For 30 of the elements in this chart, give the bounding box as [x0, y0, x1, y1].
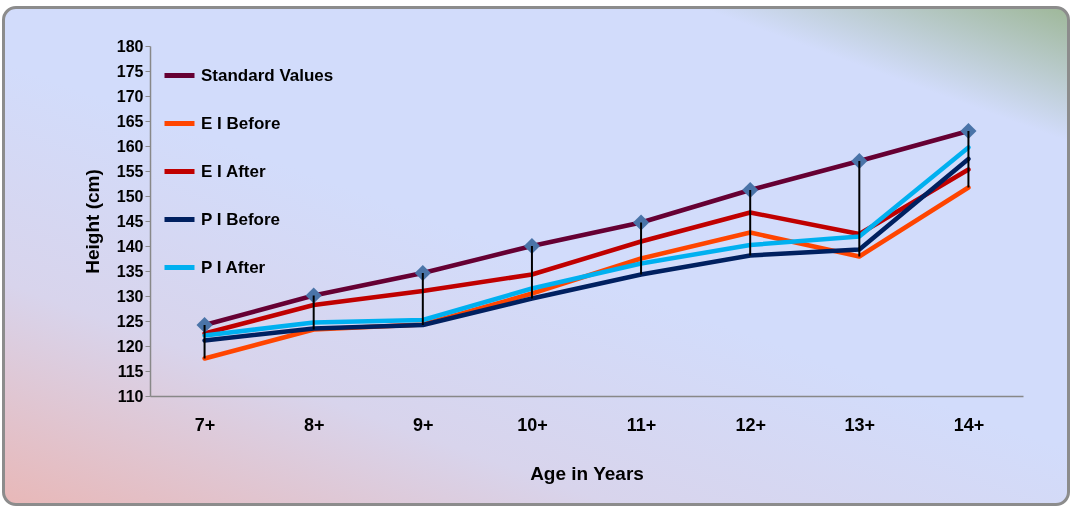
- y-tick-label: 145: [116, 212, 144, 230]
- legend-label: E I Before: [201, 113, 281, 133]
- legend-label: P I Before: [201, 209, 281, 229]
- y-tick-label: 175: [116, 62, 144, 80]
- x-tick-label: 8+: [303, 414, 325, 435]
- y-tick-label: 160: [116, 137, 144, 155]
- y-axis-title: Height (cm): [81, 169, 103, 274]
- y-tick-label: 150: [116, 187, 144, 205]
- x-tick-label: 7+: [194, 414, 216, 435]
- x-tick-label: 14+: [953, 414, 985, 435]
- x-tick-label: 13+: [844, 414, 876, 435]
- y-tick-label: 125: [116, 312, 144, 330]
- y-tick-label: 180: [116, 37, 144, 55]
- y-tick-label: 135: [116, 262, 144, 280]
- legend-label: P I After: [201, 257, 266, 277]
- y-tick-label: 155: [116, 162, 144, 180]
- y-tick-label: 165: [116, 112, 144, 130]
- x-tick-label: 10+: [517, 414, 548, 435]
- x-tick-label: 12+: [735, 414, 766, 435]
- x-axis-title: Age in Years: [530, 462, 644, 484]
- legend-label: Standard Values: [201, 65, 334, 85]
- y-tick-label: 170: [116, 87, 144, 105]
- legend-label: E I After: [201, 161, 266, 181]
- x-tick-label: 9+: [413, 414, 434, 435]
- x-tick-label: 11+: [626, 414, 657, 435]
- y-tick-label: 110: [117, 387, 144, 405]
- y-tick-label: 120: [116, 337, 144, 355]
- y-tick-label: 115: [117, 362, 144, 380]
- y-tick-label: 140: [116, 237, 144, 255]
- y-tick-label: 130: [116, 287, 144, 305]
